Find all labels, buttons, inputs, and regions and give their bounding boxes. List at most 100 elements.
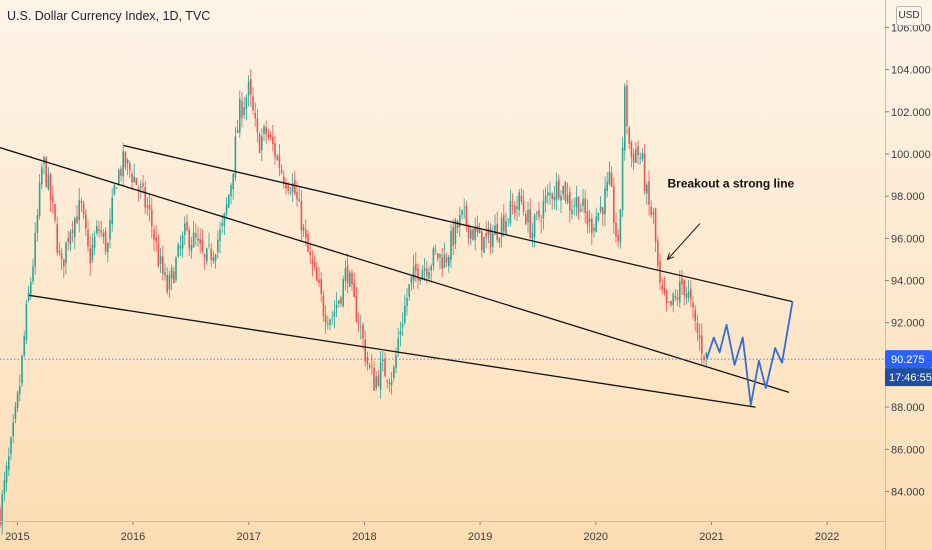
candle-body — [701, 335, 703, 354]
candle-body — [69, 231, 72, 245]
candle-body — [267, 135, 270, 138]
candle-body — [104, 231, 107, 252]
candle-body — [179, 245, 182, 249]
candle-body — [681, 278, 683, 285]
candle-body — [122, 151, 124, 177]
candle-body — [329, 319, 331, 326]
candle-body — [221, 223, 223, 226]
candle-body — [628, 127, 630, 144]
candle-body — [575, 197, 578, 208]
candle-body — [467, 224, 470, 239]
candle-body — [201, 240, 204, 252]
candle-body — [8, 456, 10, 470]
candle-body — [487, 228, 490, 236]
candle-body — [111, 197, 113, 225]
candle-body — [626, 85, 628, 126]
y-tick-label: 106.000 — [891, 22, 931, 34]
candle-body — [135, 177, 138, 185]
candle-body — [166, 274, 168, 292]
candle-body — [520, 195, 523, 202]
candle-body — [309, 251, 311, 256]
trendlines-layer — [0, 144, 793, 408]
candle-body — [144, 187, 146, 208]
candle-body — [509, 200, 512, 224]
candle-body — [613, 186, 615, 223]
candle-body — [366, 357, 369, 364]
candle-body — [665, 290, 668, 304]
candle-body — [379, 362, 382, 390]
candle-body — [679, 281, 681, 303]
candle-body — [170, 268, 173, 279]
candle-body — [421, 270, 424, 280]
candle-body — [657, 240, 659, 266]
candle-body — [148, 204, 151, 210]
candle-body — [632, 153, 635, 163]
x-tick-label: 2020 — [584, 531, 608, 543]
candle-body — [236, 129, 239, 133]
candle-body — [206, 248, 208, 262]
y-tick-label: 84.000 — [891, 486, 925, 498]
candle-body — [536, 212, 538, 214]
candle-body — [434, 250, 437, 251]
currency-button[interactable]: USD — [896, 6, 922, 26]
candle-body — [14, 406, 17, 420]
time-axis[interactable]: 2015 2016 2017 2018 2019 2020 2021 2022 — [5, 521, 839, 543]
candle-body — [197, 238, 199, 241]
candle-body — [291, 182, 294, 192]
candle-body — [551, 193, 553, 200]
candle-body — [316, 267, 318, 281]
candle-body — [650, 206, 652, 216]
candle-body — [278, 155, 281, 169]
x-tick-label: 2016 — [121, 531, 145, 543]
candle-body — [155, 237, 157, 243]
candle-body — [212, 256, 215, 262]
candle-body — [56, 224, 58, 253]
candle-body — [498, 237, 501, 243]
candle-body — [591, 218, 593, 233]
candle-body — [404, 305, 406, 323]
candle-body — [606, 181, 608, 191]
candle-body — [452, 227, 454, 246]
candle-body — [542, 201, 545, 219]
candle-body — [19, 386, 21, 395]
candle-body — [540, 220, 542, 222]
candle-body — [199, 238, 201, 244]
candle-body — [351, 272, 353, 285]
candle-body — [516, 206, 518, 210]
candle-body — [362, 324, 364, 339]
candle-body — [230, 185, 232, 197]
candle-body — [571, 209, 573, 215]
candle-body — [481, 231, 483, 251]
candle-body — [274, 143, 276, 157]
candle-body — [276, 156, 278, 160]
candle-body — [703, 356, 705, 361]
candle-body — [483, 236, 485, 253]
candle-body — [65, 242, 67, 264]
candle-body — [555, 181, 558, 201]
candle-body — [302, 227, 305, 231]
candle-body — [456, 221, 459, 228]
candle-body — [250, 78, 252, 95]
candle-body — [377, 375, 380, 386]
candle-body — [120, 168, 122, 176]
last-price-tag-bg — [885, 350, 932, 369]
candle-body — [89, 248, 91, 264]
candle-body — [269, 134, 272, 138]
candle-body — [474, 227, 476, 240]
candle-body — [21, 355, 23, 384]
candle-body — [652, 212, 655, 214]
candle-body — [261, 136, 263, 151]
candle-body — [663, 287, 666, 294]
candle-body — [478, 227, 481, 234]
trendline — [28, 294, 756, 408]
candle-body — [234, 136, 237, 178]
price-axis[interactable]: 106.000 104.000 102.000 100.000 98.000 96.000… — [885, 22, 931, 498]
candle-body — [280, 169, 283, 173]
candle-body — [313, 262, 316, 268]
candle-body — [186, 221, 188, 231]
candle-body — [340, 297, 342, 304]
candle-body — [406, 297, 408, 307]
candle-body — [533, 214, 536, 237]
candle-body — [58, 250, 61, 253]
candle-body — [610, 172, 613, 187]
